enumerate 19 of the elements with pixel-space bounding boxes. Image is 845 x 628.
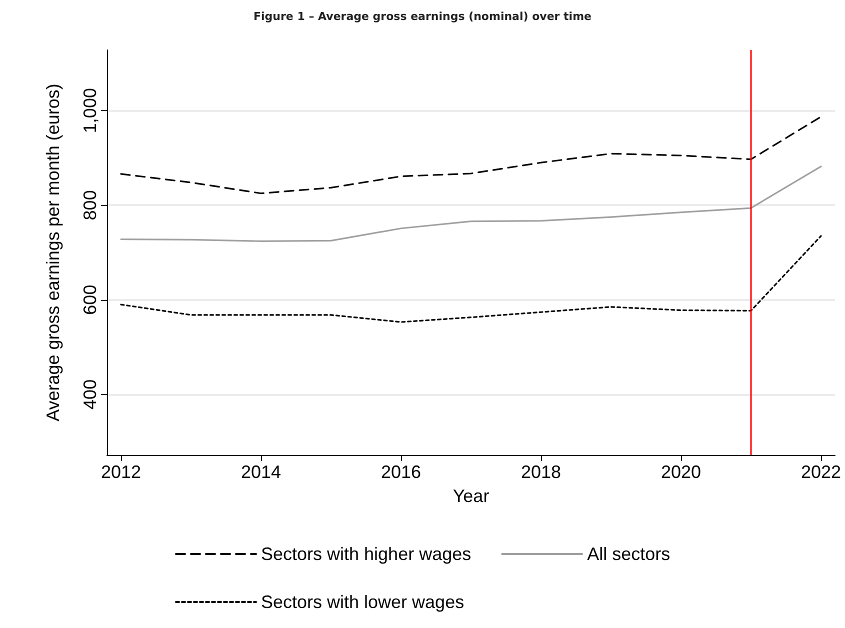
line-series — [120, 166, 822, 242]
x-tick-label: 2012 — [100, 462, 142, 482]
y-tick-label: 400 — [80, 379, 100, 410]
y-tick-label: 600 — [80, 284, 100, 315]
chart-title: Figure 1 – Average gross earnings (nominal) over time — [254, 10, 592, 23]
x-axis-title: Year — [452, 486, 490, 506]
line-series — [120, 116, 822, 194]
x-tick-label: 2014 — [240, 462, 282, 482]
x-tick-label: 2016 — [380, 462, 422, 482]
legend-label: Sectors with higher wages — [261, 544, 472, 564]
y-tick-label: 800 — [80, 190, 100, 220]
x-tick-label: 2018 — [520, 462, 562, 482]
legend-label: Sectors with lower wages — [261, 592, 464, 612]
legend-label: All sectors — [587, 544, 670, 564]
y-tick-label: 1,000 — [80, 88, 100, 134]
y-axis-title: Average gross earnings per month (euros) — [43, 84, 63, 422]
x-tick-label: 2022 — [800, 462, 842, 482]
line-series — [120, 235, 822, 323]
x-tick-label: 2020 — [660, 462, 702, 482]
